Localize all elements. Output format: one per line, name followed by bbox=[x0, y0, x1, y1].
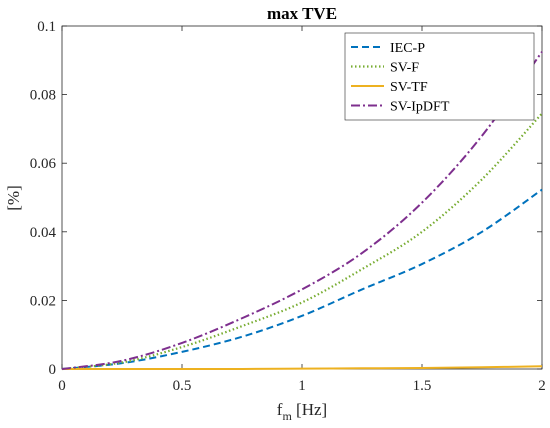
y-tick-label: 0.04 bbox=[30, 225, 57, 241]
y-tick-label: 0 bbox=[49, 362, 57, 378]
y-tick-label: 0.06 bbox=[30, 156, 57, 172]
legend-label-sv-ipdft: SV-IpDFT bbox=[390, 100, 450, 115]
y-tick-label: 0.08 bbox=[30, 88, 56, 104]
legend-label-sv-f: SV-F bbox=[390, 61, 419, 76]
chart-title: max TVE bbox=[267, 4, 337, 23]
x-tick-label: 1.5 bbox=[413, 378, 432, 394]
series-line-sv-f bbox=[61, 112, 543, 371]
series-line-iec-p bbox=[61, 188, 543, 370]
legend: IEC-P SV-F SV-TF SV-IpDFT bbox=[344, 32, 535, 121]
x-axis-label: fm [Hz] bbox=[277, 400, 327, 423]
series-line-sv-tf bbox=[62, 365, 543, 371]
legend-label-sv-tf: SV-TF bbox=[390, 80, 428, 95]
y-axis-label: [%] bbox=[4, 185, 23, 210]
y-tick-label: 0.1 bbox=[37, 19, 56, 35]
legend-label-iec-p: IEC-P bbox=[390, 41, 425, 56]
x-axis-ticks: 0 0.5 1 1.5 2 bbox=[58, 26, 546, 394]
x-tick-label: 0 bbox=[58, 378, 66, 394]
x-tick-label: 0.5 bbox=[173, 378, 192, 394]
x-tick-label: 1 bbox=[298, 378, 306, 394]
x-tick-label: 2 bbox=[538, 378, 546, 394]
y-axis-ticks: 0 0.02 0.04 0.06 0.08 0.1 bbox=[30, 19, 542, 378]
series-lines bbox=[61, 51, 543, 371]
y-tick-label: 0.02 bbox=[30, 293, 56, 309]
series-line-sv-ipdft bbox=[61, 51, 543, 370]
